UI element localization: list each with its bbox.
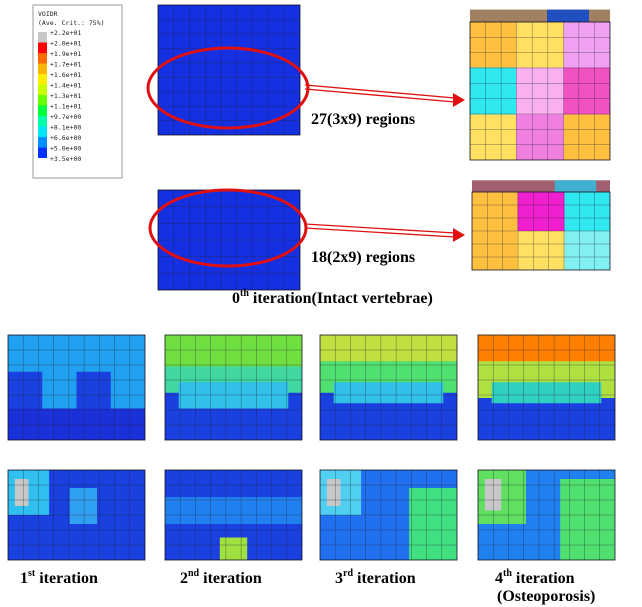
legend-label: +8.1e+00 bbox=[50, 124, 81, 132]
annotation: 27(3x9) regions bbox=[311, 111, 415, 128]
region bbox=[70, 488, 97, 524]
fe-model bbox=[165, 470, 302, 560]
region bbox=[320, 335, 457, 361]
region bbox=[409, 488, 457, 560]
figure: VOIDR (Ave. Crit.: 75%) +2.2e+01 +2.0e+01… bbox=[0, 0, 642, 607]
fe-model bbox=[472, 180, 610, 270]
region bbox=[165, 335, 302, 367]
legend-swatch bbox=[38, 64, 47, 75]
fe-model bbox=[158, 190, 300, 290]
caption-text: iteration bbox=[35, 570, 98, 587]
region bbox=[555, 180, 596, 192]
caption-number: 0 bbox=[232, 290, 240, 307]
legend-subtitle: (Ave. Crit.: 75%) bbox=[38, 19, 105, 27]
annotation: 18(2x9) regions bbox=[311, 249, 415, 266]
fe-model bbox=[158, 5, 300, 135]
region bbox=[564, 192, 610, 231]
legend-swatch bbox=[38, 32, 47, 43]
region bbox=[15, 479, 29, 506]
caption-number: 3 bbox=[335, 570, 343, 587]
fe-model bbox=[320, 335, 457, 440]
fe-model bbox=[478, 470, 615, 560]
legend-label: +9.7e+00 bbox=[50, 113, 81, 121]
fe-model bbox=[478, 335, 615, 440]
legend-swatch bbox=[38, 127, 47, 138]
region bbox=[564, 231, 610, 270]
arrow-head bbox=[453, 228, 465, 242]
region bbox=[470, 22, 516, 68]
legend-swatch bbox=[38, 85, 47, 96]
legend-swatch bbox=[38, 74, 47, 85]
fe-model bbox=[165, 335, 302, 440]
region bbox=[547, 10, 589, 22]
region bbox=[518, 192, 565, 231]
region bbox=[560, 479, 615, 560]
region bbox=[516, 114, 564, 160]
caption-suffix: nd bbox=[188, 568, 200, 579]
region bbox=[334, 382, 444, 403]
caption-text: iteration bbox=[199, 570, 262, 587]
legend-label: +6.6e+00 bbox=[50, 134, 81, 142]
caption-text: iteration bbox=[512, 570, 575, 587]
region bbox=[220, 538, 247, 561]
arrow-shaft bbox=[305, 228, 455, 237]
legend-swatch bbox=[38, 43, 47, 54]
legend-label: +1.1e+01 bbox=[50, 103, 81, 111]
region bbox=[518, 231, 565, 270]
caption-number: 1 bbox=[20, 570, 28, 587]
fe-model bbox=[320, 470, 457, 560]
legend-swatch bbox=[38, 116, 47, 127]
caption-note: (Osteoporosis) bbox=[497, 588, 595, 605]
legend-swatch bbox=[38, 148, 47, 159]
legend-label: +1.6e+01 bbox=[50, 71, 81, 79]
legend-label: +1.9e+01 bbox=[50, 50, 81, 58]
region bbox=[327, 479, 341, 506]
region bbox=[564, 68, 610, 115]
legend-label: +1.3e+01 bbox=[50, 92, 81, 100]
region bbox=[478, 335, 615, 361]
legend-title: VOIDR bbox=[38, 10, 58, 18]
caption-text: iteration bbox=[353, 570, 416, 587]
region bbox=[158, 5, 300, 135]
region bbox=[470, 114, 516, 160]
legend-swatch bbox=[38, 106, 47, 117]
region bbox=[165, 497, 302, 524]
legend-label: +1.7e+01 bbox=[50, 61, 81, 69]
caption-number: 4 bbox=[495, 570, 503, 587]
legend-swatch bbox=[38, 137, 47, 148]
fe-model bbox=[8, 335, 145, 440]
legend-label: +5.0e+00 bbox=[50, 145, 81, 153]
caption-text: iteration(Intact vertebrae) bbox=[249, 290, 433, 307]
region bbox=[470, 68, 516, 115]
legend-swatch bbox=[38, 95, 47, 106]
caption-number: 2 bbox=[180, 570, 188, 587]
legend-label: +1.4e+01 bbox=[50, 82, 81, 90]
legend-swatch bbox=[38, 53, 47, 64]
caption-suffix: rd bbox=[343, 568, 353, 579]
legend-label: +2.0e+01 bbox=[50, 40, 81, 48]
legend-label: +2.2e+01 bbox=[50, 29, 81, 37]
region bbox=[564, 114, 610, 160]
arrow-head bbox=[453, 93, 465, 107]
region bbox=[478, 398, 615, 440]
region bbox=[8, 409, 145, 441]
region bbox=[492, 382, 602, 403]
fe-model bbox=[8, 470, 145, 560]
legend-label: +3.5e+00 bbox=[50, 155, 81, 163]
region bbox=[179, 382, 289, 408]
fe-model bbox=[470, 10, 610, 160]
arrow-shaft bbox=[305, 224, 455, 233]
region bbox=[516, 22, 564, 68]
region bbox=[516, 68, 564, 115]
region bbox=[564, 22, 610, 68]
